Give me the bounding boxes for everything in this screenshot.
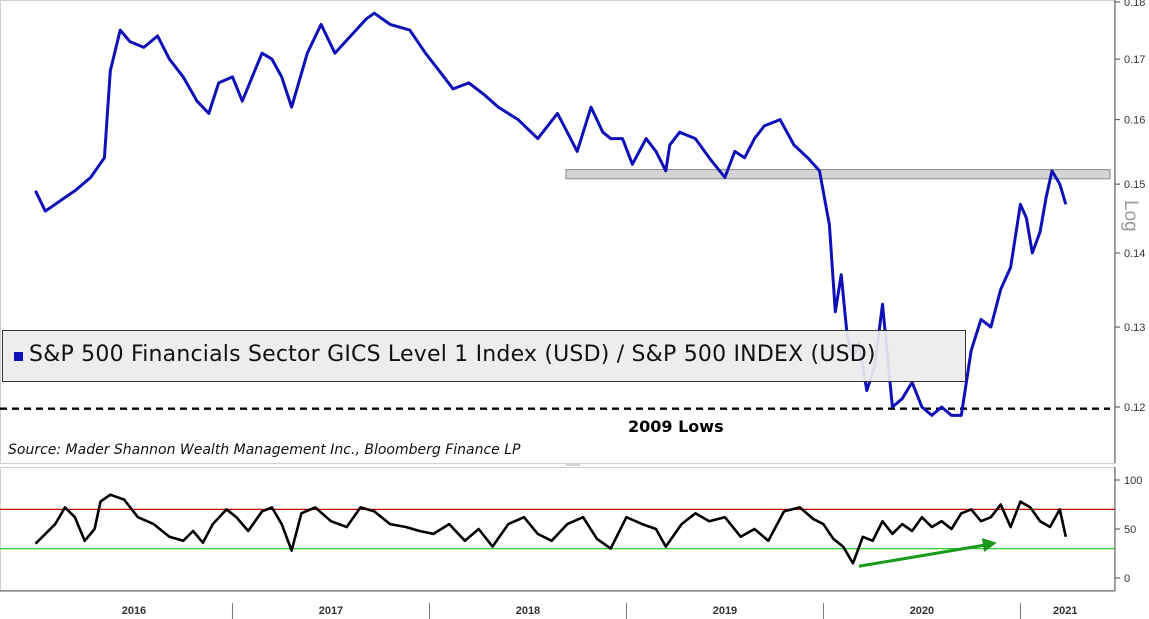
trend-arrow-head [981, 538, 997, 552]
source-note: Source: Mader Shannon Wealth Management … [8, 442, 521, 458]
osc-y-tick-label: 0 [1124, 573, 1130, 585]
legend-entry: S&P 500 Financials Sector GICS Level 1 I… [29, 342, 876, 367]
y-axis-title: Log [1120, 200, 1141, 232]
x-tick-label: 2018 [516, 605, 540, 617]
main-panel [0, 0, 1115, 464]
trend-arrow-shaft [858, 543, 988, 568]
x-tick-label: 2016 [122, 605, 146, 617]
osc-frame [0, 467, 1115, 591]
oscillator-panel [0, 467, 1115, 591]
legend-swatch [14, 352, 23, 361]
resistance-band [565, 169, 1111, 180]
y-tick-label: 0.14 [1124, 248, 1145, 260]
y-tick-label: 0.17 [1124, 54, 1145, 66]
y-tick-label: 0.16 [1124, 115, 1145, 127]
y-tick-label: 0.13 [1124, 322, 1145, 334]
osc-y-tick-label: 50 [1124, 524, 1136, 536]
y-tick-label: 0.12 [1124, 402, 1145, 414]
y-tick-label: 0.15 [1124, 179, 1145, 191]
y-tick-label: 0.18 [1124, 0, 1145, 9]
main-frame [0, 0, 1115, 464]
x-tick-label: 2019 [713, 605, 737, 617]
oscillator-line [34, 493, 1068, 565]
x-tick-label: 2021 [1053, 605, 1077, 617]
x-tick-label: 2017 [319, 605, 343, 617]
legend: S&P 500 Financials Sector GICS Level 1 I… [2, 330, 966, 382]
series-line [34, 11, 1068, 417]
osc-y-tick-label: 100 [1124, 475, 1142, 487]
annotation-2009-lows: 2009 Lows [628, 417, 724, 436]
x-tick-label: 2020 [910, 605, 934, 617]
